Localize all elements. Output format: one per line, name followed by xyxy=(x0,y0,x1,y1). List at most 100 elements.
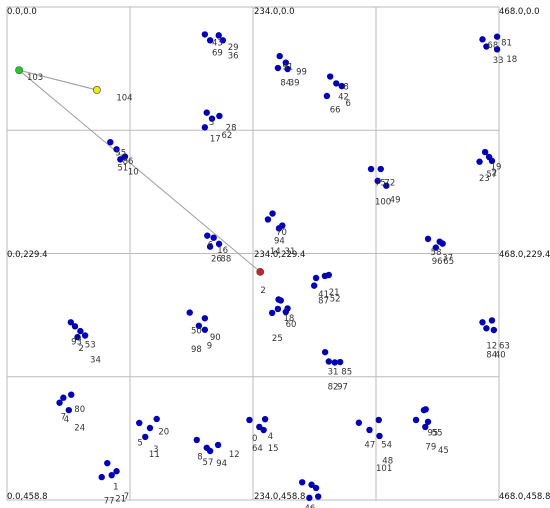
node-point xyxy=(274,305,282,313)
node-label: 63 xyxy=(499,342,510,352)
node-point xyxy=(117,156,124,163)
node-label: 90 xyxy=(210,333,221,343)
node-point xyxy=(68,391,75,398)
node-point xyxy=(306,494,313,502)
node-point xyxy=(206,447,214,455)
node-point xyxy=(136,419,143,427)
node-point xyxy=(186,309,193,316)
node-label: 26 xyxy=(211,255,222,265)
node-point xyxy=(377,165,384,173)
node-label: 24 xyxy=(74,423,85,433)
node-point xyxy=(422,406,429,413)
node-label: 8 xyxy=(197,452,202,462)
node-label: 4 xyxy=(64,415,69,425)
node-point xyxy=(195,322,203,330)
node-label: 3 xyxy=(209,118,214,128)
node-label: 53 xyxy=(85,341,96,351)
node-point xyxy=(483,43,490,50)
node-label: 48 xyxy=(382,457,393,467)
node-label: 28 xyxy=(226,124,237,134)
node-point xyxy=(260,426,267,434)
node-point xyxy=(483,325,490,332)
node-point xyxy=(113,468,120,475)
node-label: 47 xyxy=(364,441,375,451)
node-label: 7 xyxy=(124,492,129,502)
node-label: 31 xyxy=(285,247,296,257)
node-label: 11 xyxy=(149,450,160,460)
node-label: 42 xyxy=(338,92,349,102)
node-point xyxy=(314,493,322,500)
node-point xyxy=(336,358,344,366)
node-label: 62 xyxy=(221,131,232,141)
node-point xyxy=(208,115,216,122)
node-point xyxy=(206,243,214,250)
node-point xyxy=(476,158,483,165)
node-label: 21 xyxy=(329,288,340,298)
node-label: 87 xyxy=(318,297,329,307)
node-point xyxy=(367,165,375,173)
node-label: 6 xyxy=(346,99,351,109)
node-label: 18 xyxy=(506,55,517,65)
node-label: 79 xyxy=(425,443,436,453)
node-point xyxy=(81,332,89,339)
node-point xyxy=(282,59,289,66)
node-label: 50 xyxy=(191,327,202,337)
node-label: 75 xyxy=(375,178,386,188)
grid-lines xyxy=(6,6,500,501)
node-point xyxy=(282,308,289,316)
node-point xyxy=(374,177,381,185)
node-point xyxy=(153,415,160,423)
node-label: 4 xyxy=(268,432,273,442)
node-point xyxy=(338,82,345,90)
node-point xyxy=(215,240,223,248)
node-label: 64 xyxy=(252,444,263,454)
corner-label-bottom-left: 0.0,458.8 xyxy=(7,492,48,502)
node-point xyxy=(493,46,501,53)
node-label: 6 xyxy=(208,241,213,251)
node-point xyxy=(215,32,222,39)
node-label: 20 xyxy=(158,428,169,438)
node-point xyxy=(268,309,276,317)
node-label: 10 xyxy=(128,168,139,178)
node-label: 16 xyxy=(217,246,228,256)
node-label: 7 xyxy=(61,413,66,423)
node-label: 29 xyxy=(228,43,239,53)
node-label: 46 xyxy=(305,504,316,508)
node-point xyxy=(325,271,332,279)
node-label: 34 xyxy=(90,356,101,366)
node-label: 0 xyxy=(252,434,257,444)
node-label: 60 xyxy=(286,320,297,330)
node-label: 18 xyxy=(283,314,294,324)
node-point xyxy=(383,182,390,189)
node-label: 104 xyxy=(116,93,132,103)
node-label: 17 xyxy=(210,134,221,144)
node-label: 57 xyxy=(486,170,497,180)
node-label: 65 xyxy=(443,257,454,267)
node-point xyxy=(331,359,338,366)
node-label: 51 xyxy=(117,163,128,173)
node-label: 25 xyxy=(272,334,283,344)
node-label: 96 xyxy=(432,257,443,267)
node-label: 80 xyxy=(74,405,85,415)
node-point xyxy=(65,406,73,414)
node-point xyxy=(74,333,81,341)
node-point xyxy=(439,240,446,247)
node-point xyxy=(279,222,286,229)
node-point xyxy=(276,52,283,60)
node-point xyxy=(201,315,209,322)
node-point xyxy=(210,234,217,241)
node-point xyxy=(193,436,200,444)
node-label: 84 xyxy=(486,350,497,360)
node-label: 88 xyxy=(220,255,231,265)
node-point xyxy=(424,235,432,243)
node-label: 68 xyxy=(487,41,498,51)
node-label: 43 xyxy=(212,39,223,49)
route-segment xyxy=(18,69,98,91)
node-point xyxy=(412,416,420,424)
node-point xyxy=(479,319,486,326)
node-label: 66 xyxy=(330,105,341,115)
node-label: 57 xyxy=(203,458,214,468)
node-point xyxy=(214,441,222,449)
node-label: 40 xyxy=(495,350,506,360)
